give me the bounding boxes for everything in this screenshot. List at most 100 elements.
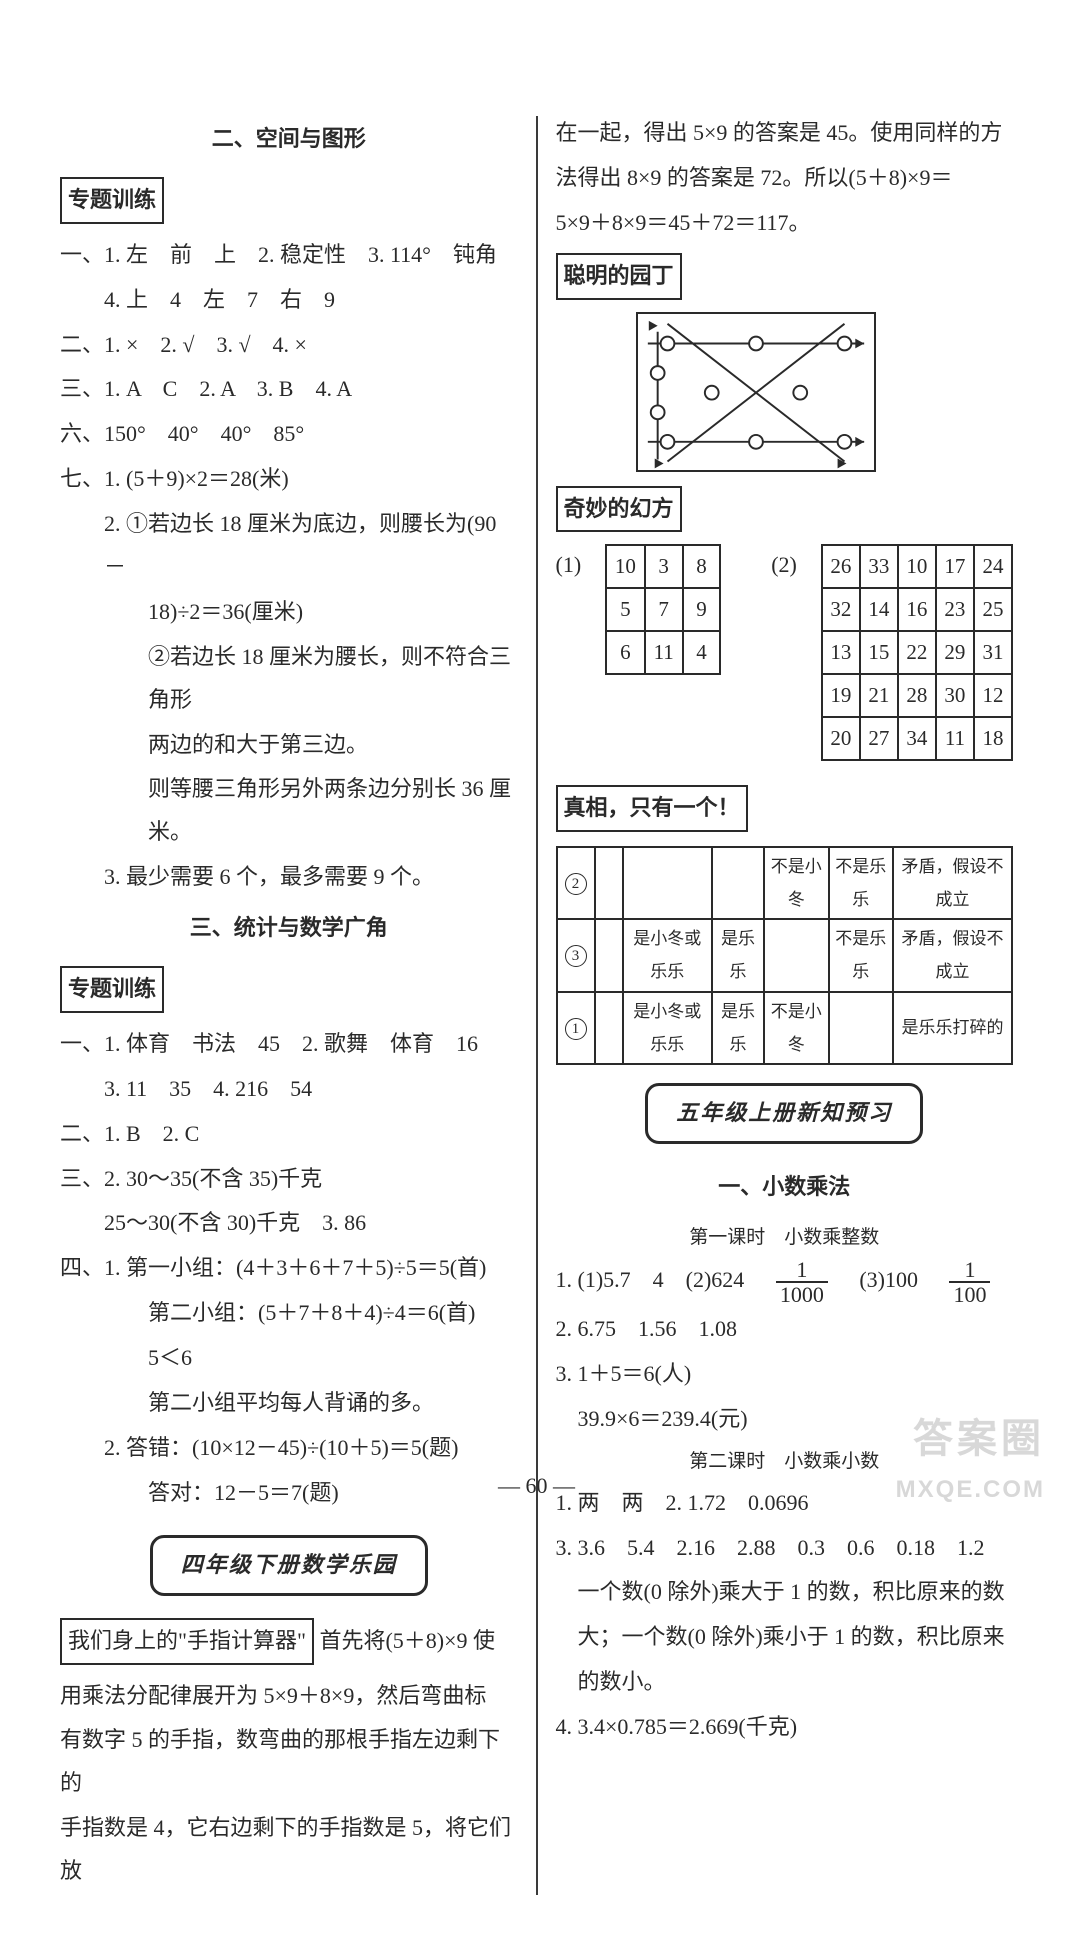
text-line: 七、1. (5＋9)×2＝28(米): [60, 458, 518, 501]
grid-cell: 30: [936, 674, 974, 717]
text-line: 二、1. B 2. C: [60, 1113, 518, 1156]
grid-cell: 26: [822, 545, 860, 588]
truth-cell: 3: [557, 919, 595, 991]
text-line: 一个数(0 除外)乘大于 1 的数，积比原来的数: [556, 1571, 1014, 1614]
text-line: 25～30(不含 30)千克 3. 86: [60, 1202, 518, 1245]
grid-cell: 8: [683, 545, 720, 588]
msq2-label: (2): [771, 544, 797, 587]
text-line: 5＜6: [60, 1337, 518, 1380]
section-title: 二、空间与图形: [60, 118, 518, 161]
truth-cell: 不是小冬: [764, 847, 829, 919]
text-line: 在一起，得出 5×9 的答案是 45。使用同样的方: [556, 112, 1014, 155]
grid-cell: 9: [683, 588, 720, 631]
text-line: 4. 3.4×0.785＝2.669(千克): [556, 1706, 1014, 1749]
grid-cell: 27: [860, 717, 898, 760]
grid-cell: 13: [822, 631, 860, 674]
grid-cell: 22: [898, 631, 936, 674]
smart-gardener-box: 聪明的园丁: [556, 253, 682, 300]
text-line: 法得出 8×9 的答案是 72。所以(5＋8)×9＝: [556, 157, 1014, 200]
text-line: 六、150° 40° 40° 85°: [60, 413, 518, 456]
grid-cell: 21: [860, 674, 898, 717]
grid-cell: 3: [645, 545, 683, 588]
text-line: 3. 最少需要 6 个，最多需要 9 个。: [60, 856, 518, 899]
grid-cell: 29: [936, 631, 974, 674]
truth-cell: 是小冬或乐乐: [623, 992, 713, 1064]
truth-cell: [595, 992, 623, 1064]
text-line: 二、1. × 2. √ 3. √ 4. ×: [60, 324, 518, 367]
truth-cell: [764, 919, 829, 991]
truth-cell: [623, 847, 713, 919]
truth-cell: 不是小冬: [764, 992, 829, 1064]
grid-cell: 19: [822, 674, 860, 717]
text-line: 5×9＋8×9＝45＋72＝117。: [556, 202, 1014, 245]
grid-cell: 6: [606, 631, 644, 674]
magic-square-5x5: 2633101724321416232513152229311921283012…: [821, 544, 1013, 761]
grid-cell: 25: [974, 588, 1012, 631]
grid-cell: 15: [860, 631, 898, 674]
grid-cell: 20: [822, 717, 860, 760]
grid-cell: 31: [974, 631, 1012, 674]
msq1-label: (1): [556, 544, 582, 587]
train-box: 专题训练: [60, 177, 164, 224]
grid-cell: 18: [974, 717, 1012, 760]
truth-cell: 是乐乐打碎的: [893, 992, 1012, 1064]
truth-cell: [829, 992, 894, 1064]
text-line: 我们身上的"手指计算器" 首先将(5＋8)×9 使: [60, 1612, 518, 1673]
text-line: 4. 上 4 左 7 右 9: [60, 279, 518, 322]
text-line: 用乘法分配律展开为 5×9＋8×9，然后弯曲标: [60, 1675, 518, 1718]
truth-cell: 是乐乐: [712, 992, 764, 1064]
lesson-title: 第一课时 小数乘整数: [556, 1219, 1014, 1256]
truth-cell: 不是乐乐: [829, 847, 894, 919]
panel-title: 四年级下册数学乐园: [150, 1535, 428, 1596]
grid-cell: 5: [606, 588, 644, 631]
grid-cell: 4: [683, 631, 720, 674]
text-line: 18)÷2＝36(厘米): [60, 591, 518, 634]
text-line: 三、2. 30～35(不含 35)千克: [60, 1158, 518, 1201]
text-line: 大；一个数(0 除外)乘小于 1 的数，积比原来: [556, 1616, 1014, 1659]
text-line: 的数小。: [556, 1661, 1014, 1704]
magic-square-box: 奇妙的幻方: [556, 486, 682, 533]
text-span: (3)100: [837, 1267, 940, 1292]
text-line: 第二小组：(5＋7＋8＋4)÷4＝6(首): [60, 1292, 518, 1335]
section-title: 一、小数乘法: [556, 1166, 1014, 1209]
text-span: 1. (1)5.7 4 (2)624: [556, 1267, 767, 1292]
truth-cell: 不是乐乐: [829, 919, 894, 991]
truth-cell: 是乐乐: [712, 919, 764, 991]
text-line: 四、1. 第一小组：(4＋3＋6＋7＋5)÷5＝5(首): [60, 1247, 518, 1290]
text-line: 一、1. 体育 书法 45 2. 歌舞 体育 16: [60, 1023, 518, 1066]
text-line: 3. 11 35 4. 216 54: [60, 1068, 518, 1111]
truth-table: 2不是小冬不是乐乐矛盾，假设不成立3是小冬或乐乐是乐乐不是乐乐矛盾，假设不成立1…: [556, 846, 1014, 1065]
grid-cell: 33: [860, 545, 898, 588]
section-title: 三、统计与数学广角: [60, 907, 518, 950]
truth-cell: 矛盾，假设不成立: [893, 919, 1012, 991]
text-line: 手指数是 4，它右边剩下的手指数是 5，将它们放: [60, 1807, 518, 1893]
fraction: 11000: [776, 1258, 828, 1306]
train-box: 专题训练: [60, 966, 164, 1013]
magic-square-3x3: 10385796114: [605, 544, 721, 675]
truth-box: 真相，只有一个！: [556, 785, 748, 832]
text-line: ②若边长 18 厘米为腰长，则不符合三角形: [60, 636, 518, 722]
text-line: 2. 6.75 1.56 1.08: [556, 1308, 1014, 1351]
grid-cell: 10: [606, 545, 644, 588]
gardener-diagram: [636, 312, 876, 472]
truth-cell: 1: [557, 992, 595, 1064]
grid-cell: 16: [898, 588, 936, 631]
text-line: 一、1. 左 前 上 2. 稳定性 3. 114° 钝角: [60, 234, 518, 277]
left-column: 二、空间与图形 专题训练 一、1. 左 前 上 2. 稳定性 3. 114° 钝…: [60, 110, 518, 1895]
truth-cell: 矛盾，假设不成立: [893, 847, 1012, 919]
column-divider: [536, 116, 538, 1895]
truth-cell: [595, 847, 623, 919]
text-line: 3. 3.6 5.4 2.16 2.88 0.3 0.6 0.18 1.2: [556, 1527, 1014, 1570]
text-line: 第二小组平均每人背诵的多。: [60, 1382, 518, 1425]
magic-square-row: (1) 10385796114 (2) 26331017243214162325…: [556, 544, 1014, 761]
text-line: 则等腰三角形另外两条边分别长 36 厘米。: [60, 768, 518, 854]
truth-cell: [712, 847, 764, 919]
text-line: 3. 1＋5＝6(人): [556, 1353, 1014, 1396]
text-line: 两边的和大于第三边。: [60, 724, 518, 767]
grid-cell: 34: [898, 717, 936, 760]
inline-box: 我们身上的"手指计算器": [60, 1618, 314, 1665]
truth-cell: 2: [557, 847, 595, 919]
grid-cell: 32: [822, 588, 860, 631]
grid-cell: 12: [974, 674, 1012, 717]
grid-cell: 11: [645, 631, 683, 674]
